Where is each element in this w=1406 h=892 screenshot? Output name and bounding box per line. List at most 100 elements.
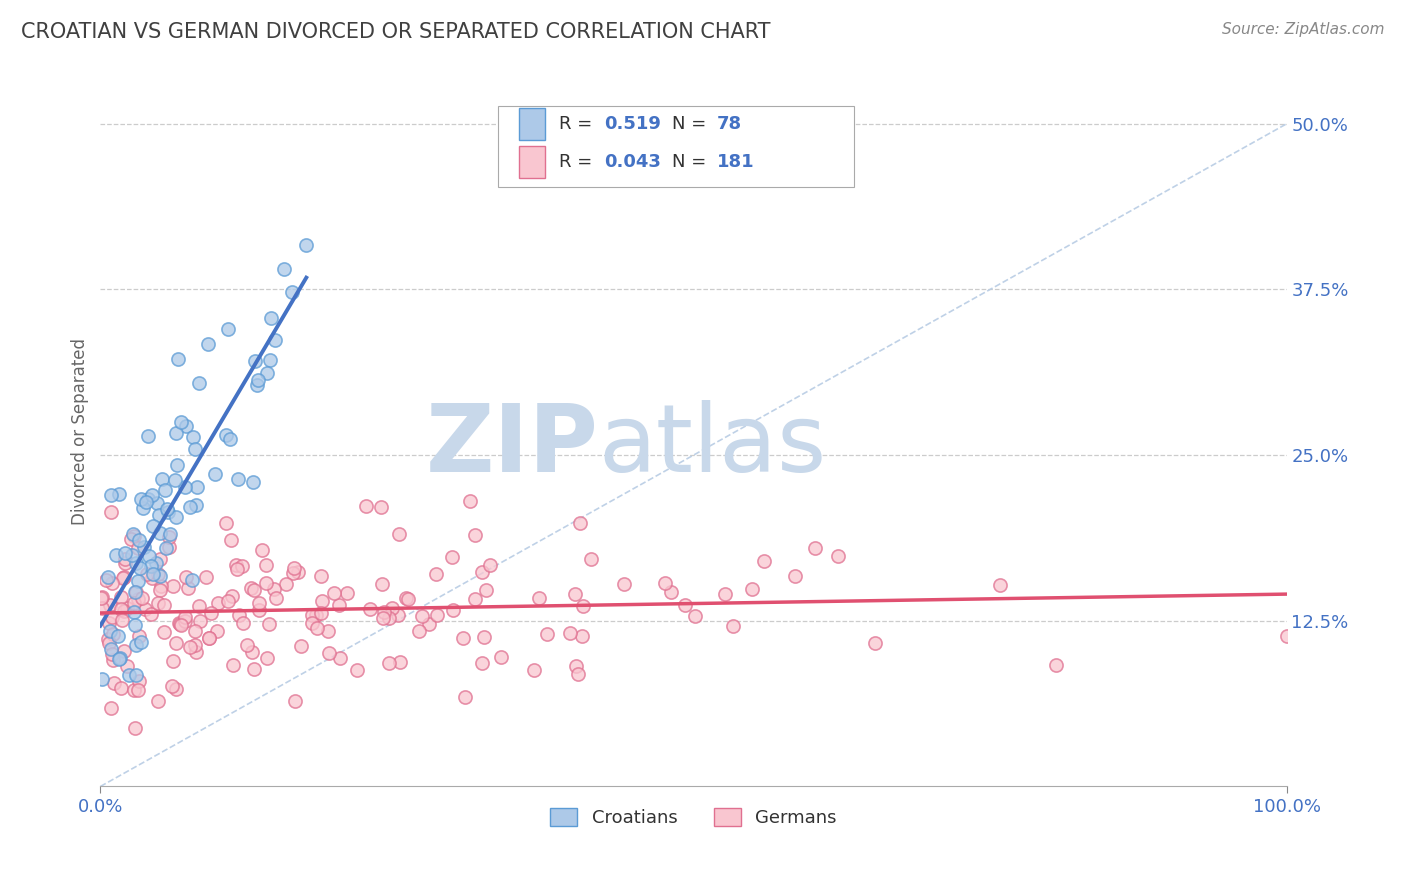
Point (149, 569, 172, 583)
Point (387, 607, 409, 622)
Point (101, 610, 124, 624)
Point (464, 528, 486, 542)
Point (112, 604, 135, 618)
Point (111, 613, 134, 627)
Point (536, 627, 558, 641)
Point (108, 650, 131, 665)
Point (127, 682, 149, 697)
Point (354, 499, 377, 513)
Point (135, 567, 157, 582)
Point (100, 647, 122, 661)
Point (149, 578, 172, 592)
Text: 0.043: 0.043 (605, 153, 661, 170)
Point (121, 548, 143, 562)
Point (97, 570, 120, 584)
Text: ZIP: ZIP (426, 401, 599, 492)
Point (122, 682, 145, 697)
Point (219, 533, 242, 547)
Point (217, 322, 239, 336)
Point (988, 578, 1011, 592)
Point (246, 373, 269, 387)
Point (128, 674, 150, 689)
FancyBboxPatch shape (498, 106, 853, 187)
Point (305, 608, 328, 623)
Point (110, 591, 132, 605)
Point (138, 549, 160, 563)
Point (112, 570, 135, 584)
Point (145, 496, 167, 510)
Point (103, 676, 125, 690)
Point (160, 679, 183, 693)
Point (827, 549, 849, 563)
Point (114, 552, 136, 566)
Point (346, 664, 368, 678)
Point (108, 487, 131, 501)
Point (225, 561, 247, 575)
Point (142, 566, 165, 581)
Point (187, 376, 209, 390)
Text: atlas: atlas (599, 401, 827, 492)
Point (170, 618, 193, 632)
Point (100, 505, 122, 519)
Point (322, 585, 344, 599)
Point (523, 663, 546, 677)
Point (117, 658, 139, 673)
Point (418, 616, 440, 631)
Point (148, 583, 170, 598)
Point (328, 598, 350, 612)
Point (145, 556, 167, 570)
Point (723, 619, 745, 633)
Point (567, 666, 589, 681)
Point (157, 541, 180, 555)
Point (471, 566, 494, 580)
Point (221, 589, 243, 603)
Point (228, 608, 250, 623)
Point (659, 585, 682, 599)
Point (865, 636, 887, 650)
Point (242, 475, 264, 489)
Point (713, 587, 735, 601)
Legend: Croatians, Germans: Croatians, Germans (543, 800, 844, 834)
Point (100, 488, 122, 502)
Point (186, 480, 208, 494)
Point (107, 629, 129, 643)
Point (173, 480, 195, 494)
Point (162, 654, 184, 668)
Point (318, 646, 340, 660)
Point (156, 502, 179, 516)
Point (141, 571, 163, 585)
Point (239, 582, 262, 596)
Point (165, 682, 187, 697)
Point (194, 570, 217, 584)
Point (124, 585, 146, 599)
Point (247, 603, 270, 617)
Point (451, 631, 474, 645)
Point (1045, 657, 1067, 672)
Point (110, 601, 132, 615)
Point (157, 530, 180, 544)
Point (197, 337, 219, 351)
Point (527, 591, 550, 606)
Text: R =: R = (560, 115, 599, 133)
Point (200, 606, 222, 620)
Point (464, 592, 486, 607)
Point (673, 598, 696, 612)
Y-axis label: Divorced or Separated: Divorced or Separated (72, 338, 89, 525)
Point (134, 602, 156, 616)
Point (754, 554, 776, 568)
Point (458, 493, 481, 508)
Point (125, 556, 148, 570)
Point (222, 658, 245, 673)
Point (441, 549, 464, 564)
Point (97, 635, 120, 649)
Point (141, 607, 163, 622)
Point (425, 566, 447, 581)
Point (305, 621, 328, 635)
Point (489, 650, 512, 665)
Point (179, 640, 201, 654)
Point (170, 416, 193, 430)
Point (128, 629, 150, 643)
FancyBboxPatch shape (519, 108, 546, 140)
Point (98, 598, 121, 612)
Point (181, 573, 204, 587)
